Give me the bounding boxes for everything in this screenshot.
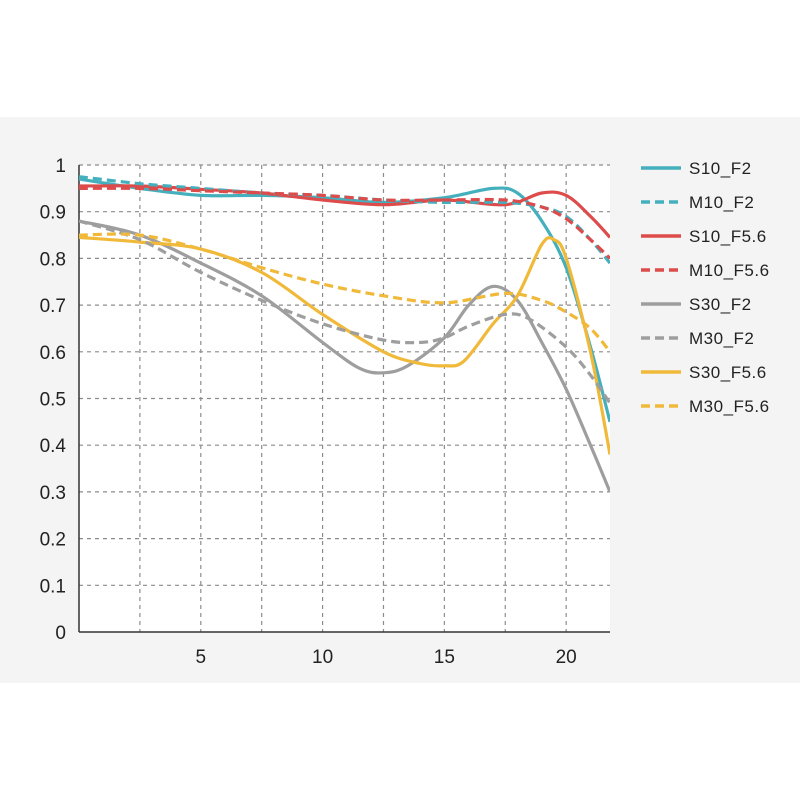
series-lines bbox=[79, 175, 610, 493]
legend-label: M10_F2 bbox=[689, 193, 754, 212]
x-tick-label: 15 bbox=[434, 647, 455, 668]
y-tick-label: 0.3 bbox=[40, 483, 66, 504]
series-line-s10-f2 bbox=[79, 177, 610, 423]
legend-label: M30_F5.6 bbox=[689, 397, 770, 416]
legend-label: S10_F5.6 bbox=[689, 227, 767, 246]
legend: S10_F2 M10_F2 S10_F5.6 M10_F5.6 S30_F2 M30_F2… bbox=[641, 159, 770, 416]
y-tick-label: 0.9 bbox=[40, 203, 66, 224]
y-tick-label: 0.8 bbox=[40, 249, 66, 270]
y-tick-label: 0.4 bbox=[40, 436, 67, 457]
series-line-s30-f2 bbox=[79, 219, 610, 493]
y-tick-label: 0.7 bbox=[40, 296, 66, 317]
series-line-m30-f2 bbox=[79, 219, 610, 405]
legend-label: S10_F2 bbox=[689, 159, 752, 178]
series-line-m30-f5-6 bbox=[79, 232, 610, 353]
series-line-m10-f5-6 bbox=[79, 186, 610, 260]
x-tick-label: 10 bbox=[312, 647, 333, 668]
grid bbox=[79, 164, 610, 632]
x-tick-label: 20 bbox=[556, 647, 577, 668]
legend-label: S30_F2 bbox=[689, 295, 752, 314]
axes bbox=[78, 165, 610, 633]
legend-label: M30_F2 bbox=[689, 329, 754, 348]
legend-label: M10_F5.6 bbox=[689, 261, 770, 280]
x-tick-label: 5 bbox=[195, 647, 206, 668]
y-tick-label: 0 bbox=[55, 623, 66, 644]
y-tick-label: 0.5 bbox=[40, 390, 66, 411]
y-tick-label: 0.2 bbox=[40, 530, 66, 551]
tick-labels: 00.10.20.30.40.50.60.70.80.915 10 15 20 bbox=[40, 156, 577, 668]
legend-label: S30_F5.6 bbox=[689, 363, 767, 382]
y-tick-label: 0.1 bbox=[40, 576, 66, 597]
y-tick-label: 1 bbox=[55, 156, 66, 177]
series-line-m10-f2 bbox=[79, 175, 610, 265]
y-tick-label: 0.6 bbox=[40, 343, 66, 364]
